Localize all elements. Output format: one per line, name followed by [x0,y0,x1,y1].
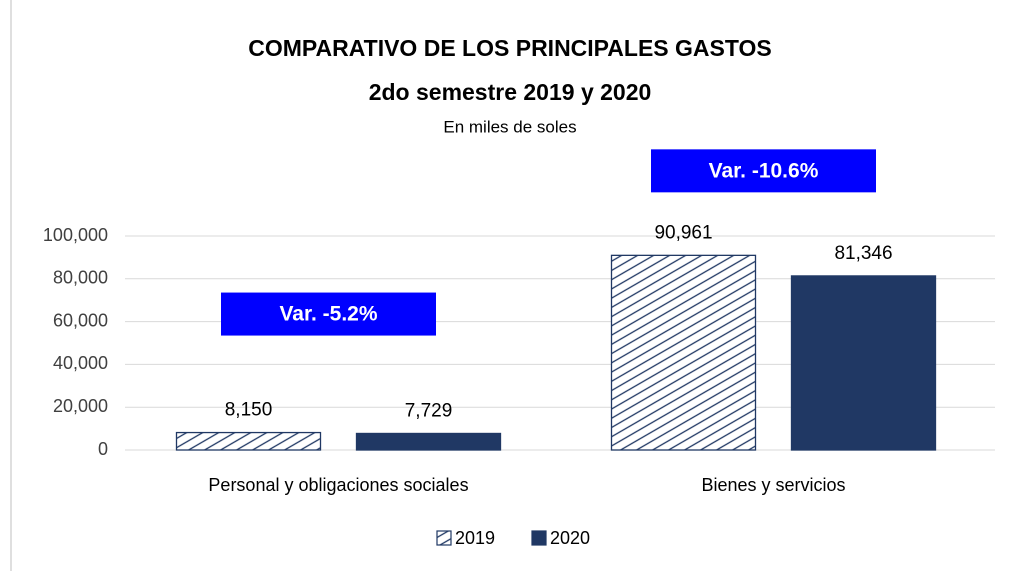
chart-subtitle: En miles de soles [443,117,576,136]
value-label: 81,346 [834,243,892,264]
value-label: 7,729 [405,400,453,421]
annotation-box [221,292,436,336]
legend-swatch [531,530,547,546]
y-tick-label: 20,000 [53,396,108,416]
y-tick-label: 60,000 [53,310,108,330]
value-label: 90,961 [654,222,712,243]
y-tick-label: 100,000 [43,225,108,245]
x-tick-label: Bienes y servicios [701,475,845,495]
chart-title: COMPARATIVO DE LOS PRINCIPALES GASTOS [248,35,772,61]
chart-border [10,0,12,571]
bar [610,254,757,451]
legend-label: 2020 [550,528,590,548]
x-tick-label: Personal y obligaciones sociales [208,475,468,495]
y-tick-label: 40,000 [53,353,108,373]
chart-title: 2do semestre 2019 y 2020 [369,79,652,105]
annotation-box [651,149,876,193]
y-tick-label: 0 [98,439,108,459]
bar [355,432,502,451]
legend-swatch [436,530,452,546]
annotation: Var. -5.2% [279,303,377,326]
annotation: Var. -10.6% [709,159,819,182]
legend-label: 2019 [455,528,495,548]
bar [175,431,322,451]
bar [790,275,937,451]
value-label: 8,150 [225,400,273,421]
y-tick-label: 80,000 [53,268,108,288]
